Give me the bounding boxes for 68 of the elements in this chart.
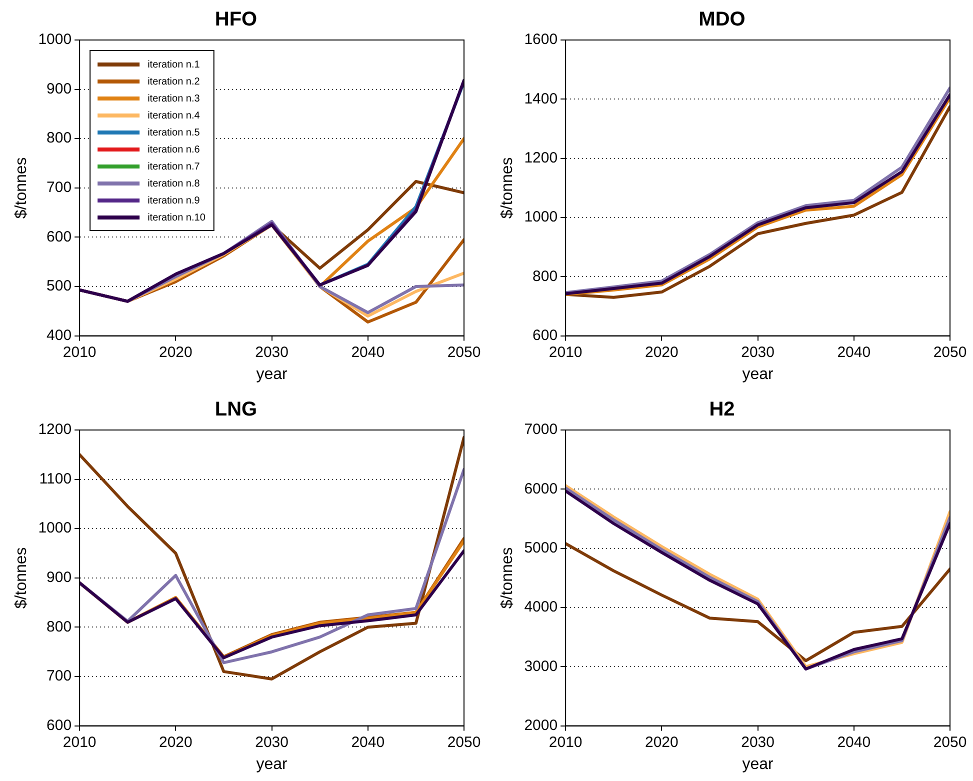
chart-title: LNG	[214, 398, 258, 421]
y-tick-label: 400	[46, 326, 72, 344]
y-tick-label: 1400	[524, 90, 558, 108]
x-axis-title: year	[256, 366, 288, 383]
x-tick-label: 2040	[837, 344, 871, 361]
legend-label: iteration n.6	[148, 144, 200, 156]
legend-label: iteration n.8	[148, 178, 200, 190]
y-tick-label: 800	[46, 618, 72, 636]
x-tick-label: 2050	[447, 344, 481, 361]
x-tick-label: 2040	[837, 734, 871, 751]
x-tick-label: 2030	[741, 734, 774, 751]
x-tick-label: 2020	[158, 734, 192, 751]
y-tick-label: 1000	[38, 31, 72, 48]
chart-title: H2	[709, 398, 735, 421]
y-axis-title: $/tonnes	[499, 157, 516, 219]
x-tick-label: 2030	[255, 344, 288, 361]
x-tick-label: 2040	[351, 734, 385, 751]
y-tick-label: 7000	[524, 421, 558, 438]
y-tick-label: 3000	[524, 658, 558, 675]
y-axis-title: $/tonnes	[13, 157, 30, 219]
y-tick-label: 800	[532, 268, 558, 285]
y-tick-label: 600	[46, 228, 72, 246]
legend-label: iteration n.7	[148, 161, 200, 172]
legend-label: iteration n.2	[148, 76, 200, 88]
y-tick-label: 900	[46, 80, 72, 98]
legend-label: iteration n.3	[148, 93, 200, 104]
x-tick-label: 2010	[62, 344, 96, 361]
x-tick-label: 2050	[933, 734, 967, 751]
x-tick-label: 2030	[255, 734, 288, 751]
y-tick-label: 2000	[524, 716, 558, 734]
x-axis-title: year	[742, 366, 774, 383]
y-tick-label: 500	[46, 278, 72, 295]
y-tick-label: 6000	[524, 480, 558, 498]
x-tick-label: 2050	[933, 344, 967, 361]
x-tick-label: 2020	[644, 344, 678, 361]
x-tick-label: 2040	[351, 344, 385, 361]
y-tick-label: 1000	[38, 520, 72, 537]
x-tick-label: 2020	[644, 734, 678, 751]
y-tick-label: 1200	[38, 421, 72, 438]
y-axis-title: $/tonnes	[13, 547, 30, 609]
legend-label: iteration n.9	[148, 195, 200, 206]
y-tick-label: 1100	[39, 470, 72, 488]
x-tick-label: 2010	[62, 734, 96, 751]
y-axis-title: $/tonnes	[499, 547, 516, 609]
y-tick-label: 1000	[524, 208, 558, 226]
y-tick-label: 600	[532, 326, 558, 344]
legend-label: iteration n.1	[148, 59, 200, 70]
x-tick-label: 2010	[548, 734, 582, 751]
y-tick-label: 1200	[524, 149, 558, 166]
x-tick-label: 2020	[158, 344, 192, 361]
y-tick-label: 700	[46, 179, 72, 196]
legend-label: iteration n.5	[148, 127, 200, 138]
legend-label: iteration n.4	[148, 110, 200, 122]
y-tick-label: 4000	[524, 598, 558, 616]
x-tick-label: 2050	[447, 734, 481, 751]
x-tick-label: 2030	[741, 344, 774, 361]
x-tick-label: 2010	[548, 344, 582, 361]
chart-title: HFO	[214, 8, 258, 31]
x-axis-title: year	[742, 756, 774, 773]
y-tick-label: 5000	[524, 539, 558, 556]
chart-title: MDO	[698, 8, 746, 31]
y-tick-label: 900	[46, 569, 72, 586]
legend-label: iteration n.10	[148, 212, 206, 224]
x-axis-title: year	[256, 756, 288, 773]
y-tick-label: 1600	[524, 31, 558, 48]
y-tick-label: 800	[46, 130, 72, 147]
y-tick-label: 700	[46, 668, 72, 685]
y-tick-label: 600	[46, 716, 72, 734]
